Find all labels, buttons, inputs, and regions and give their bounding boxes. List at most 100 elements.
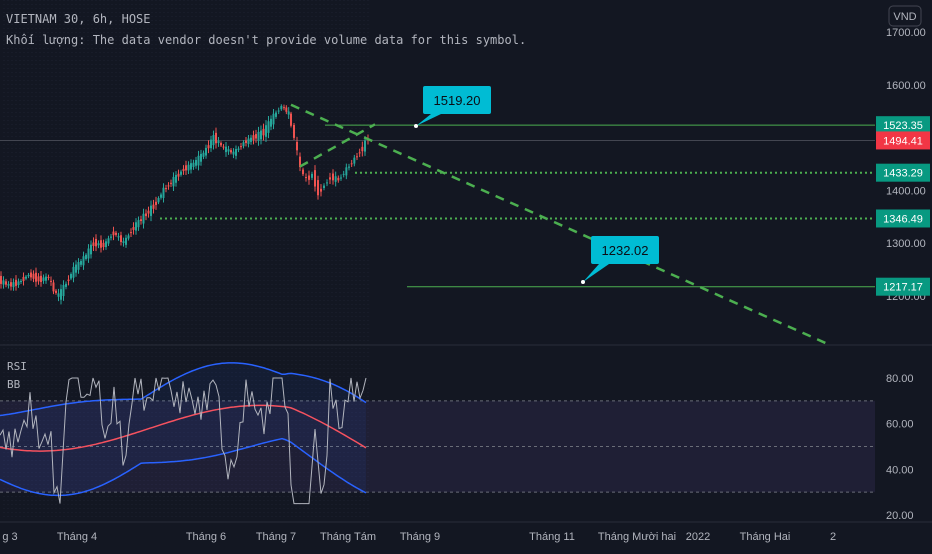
- candle-body: [242, 142, 245, 147]
- candle-body: [140, 219, 142, 221]
- candle-body: [180, 171, 182, 175]
- candle-body: [95, 238, 97, 247]
- candle-body: [45, 276, 47, 281]
- candle-body: [275, 112, 277, 117]
- price-tick-label: 1400.00: [886, 185, 926, 197]
- callout-pointer: [416, 114, 441, 126]
- candle-body: [5, 281, 7, 285]
- candle-body: [17, 281, 20, 285]
- rsi-tick-label: 60.00: [886, 419, 914, 431]
- candle-body: [222, 146, 225, 148]
- time-tick-label: Tháng 7: [256, 531, 296, 543]
- candle-body: [320, 188, 322, 192]
- price-tag-bg: [876, 116, 930, 135]
- candle-body: [270, 118, 272, 127]
- candle-body: [210, 139, 212, 149]
- candle-body: [117, 236, 120, 238]
- candle-body: [299, 156, 301, 167]
- candle-body: [85, 254, 87, 259]
- channel-line: [299, 123, 376, 168]
- candle-body: [305, 177, 307, 179]
- candle-body: [311, 173, 313, 178]
- candle-body: [332, 173, 334, 181]
- candle-body: [348, 166, 350, 168]
- time-tick-label: Tháng 6: [186, 531, 226, 543]
- time-tick-label: 2: [830, 531, 836, 543]
- candle-body: [35, 272, 37, 282]
- price-tick-label: 1700.00: [886, 27, 926, 39]
- candle-body: [65, 283, 67, 287]
- candle-body: [287, 111, 290, 115]
- candle-body: [187, 164, 190, 171]
- bb-basis: [0, 404, 367, 452]
- rsi-tick-label: 40.00: [886, 464, 914, 476]
- candle-body: [57, 293, 60, 297]
- candle-body: [142, 213, 145, 224]
- candle-body: [147, 210, 150, 214]
- candle-body: [232, 151, 235, 155]
- callout-box: [591, 236, 659, 264]
- candle-body: [10, 282, 12, 287]
- candle-body: [120, 235, 122, 243]
- candle-body: [220, 142, 222, 146]
- candle-body: [175, 175, 177, 183]
- candle-body: [72, 266, 75, 278]
- candle-body: [55, 290, 57, 293]
- candle-body: [225, 146, 227, 153]
- candle-body: [337, 177, 340, 181]
- candle-body: [358, 152, 361, 154]
- candle-body: [202, 152, 205, 157]
- candle-body: [277, 110, 280, 112]
- callout-label: 1232.02: [602, 243, 649, 258]
- candle-body: [12, 282, 15, 288]
- price-tick-label: 1600.00: [886, 80, 926, 92]
- downtrend-line: [290, 103, 831, 347]
- bb-upper: [0, 362, 367, 417]
- symbol-title: VIETNAM 30, 6h, HOSE: [6, 12, 151, 26]
- candle-body: [207, 145, 210, 149]
- candle-body: [170, 182, 172, 184]
- candle-body: [60, 289, 62, 300]
- candle-body: [195, 160, 197, 166]
- candles: [0, 104, 369, 305]
- callout-anchor: [581, 280, 585, 284]
- candle-body: [0, 275, 2, 284]
- candle-body: [345, 167, 348, 176]
- candle-body: [237, 148, 240, 150]
- candle-body: [215, 132, 217, 144]
- candle-body: [127, 235, 130, 239]
- candle-body: [361, 146, 364, 152]
- candle-body: [260, 130, 262, 140]
- candle-body: [122, 241, 125, 244]
- candle-body: [115, 232, 117, 235]
- rsi-label: RSI: [7, 360, 27, 373]
- time-tick-label: Tháng 4: [57, 531, 97, 543]
- candle-body: [7, 284, 10, 286]
- candle-body: [353, 157, 356, 164]
- price-tag-bg: [876, 163, 930, 182]
- candle-body: [22, 276, 25, 282]
- candle-body: [77, 262, 80, 270]
- candle-body: [87, 248, 90, 259]
- price-tag-bg: [876, 209, 930, 228]
- candle-body: [25, 276, 27, 279]
- candle-body: [135, 222, 137, 231]
- candle-body: [230, 150, 232, 153]
- candle-body: [205, 147, 207, 156]
- candle-body: [240, 146, 242, 148]
- candle-body: [132, 227, 135, 230]
- candle-body: [262, 128, 265, 136]
- bb-label: BB: [7, 378, 21, 391]
- candle-body: [30, 272, 32, 278]
- candle-body: [285, 107, 288, 112]
- candle-body: [92, 242, 95, 246]
- callout-pointer: [583, 264, 609, 282]
- candle-body: [2, 280, 5, 285]
- candle-body: [356, 156, 358, 158]
- candle-body: [165, 188, 167, 190]
- candle-body: [37, 276, 40, 282]
- candle-body: [197, 155, 200, 166]
- candle-body: [283, 107, 285, 109]
